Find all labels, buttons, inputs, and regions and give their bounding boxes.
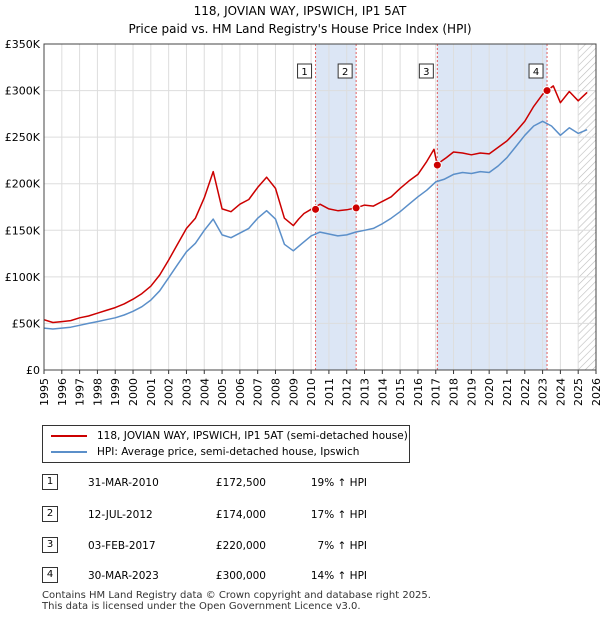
transaction-badge-label: 1	[301, 67, 307, 78]
x-tick-label: 2005	[216, 378, 229, 406]
transaction-badge-label: 4	[533, 67, 539, 78]
transaction-number: 4	[42, 567, 58, 583]
transaction-point	[542, 86, 552, 96]
x-tick-label: 2011	[323, 378, 336, 406]
x-tick-label: 1996	[56, 378, 69, 406]
shaded-period	[437, 44, 548, 370]
transaction-badge	[528, 63, 544, 79]
x-tick-label: 2008	[269, 378, 282, 406]
transaction-hpi: 19% ↑ HPI	[310, 477, 367, 489]
y-tick-label: £200K	[5, 178, 41, 191]
transaction-date: 31-MAR-2010	[88, 477, 159, 489]
x-tick-label: 2001	[145, 378, 158, 406]
transaction-price: £300,000	[215, 570, 266, 582]
transaction-badge-label: 2	[342, 67, 348, 78]
transaction-badge-label: 3	[423, 67, 429, 78]
y-tick-label: £150K	[5, 224, 41, 237]
transaction-point	[432, 160, 442, 170]
x-tick-label: 2015	[394, 378, 407, 406]
x-tick-label: 2002	[163, 378, 176, 406]
x-tick-label: 1997	[74, 378, 87, 406]
x-tick-label: 2024	[554, 378, 567, 406]
x-tick-label: 2018	[448, 378, 461, 406]
x-tick-label: 1995	[38, 378, 51, 406]
legend-property-label: 118, JOVIAN WAY, IPSWICH, IP1 5AT (semi-…	[97, 430, 408, 442]
y-tick-label: £350K	[5, 38, 41, 51]
x-tick-label: 2004	[198, 378, 211, 406]
transaction-point	[311, 204, 321, 214]
transaction-hpi: 14% ↑ HPI	[310, 570, 367, 582]
legend-hpi: HPI: Average price, semi-detached house,…	[51, 444, 359, 460]
x-tick-label: 2000	[127, 378, 140, 406]
transaction-badge	[297, 63, 313, 79]
x-tick-label: 2003	[180, 378, 193, 406]
transaction-number: 2	[42, 506, 58, 522]
transaction-number: 3	[42, 537, 58, 553]
x-tick-label: 2019	[465, 378, 478, 406]
x-tick-label: 2026	[590, 378, 600, 406]
x-tick-label: 2007	[252, 378, 265, 406]
transaction-badge	[418, 63, 434, 79]
chart-legend: 118, JOVIAN WAY, IPSWICH, IP1 5AT (semi-…	[42, 425, 410, 463]
x-tick-label: 2020	[483, 378, 496, 406]
transaction-badge	[337, 63, 353, 79]
x-tick-label: 2022	[519, 378, 532, 406]
y-tick-label: £50K	[12, 317, 41, 330]
legend-hpi-label: HPI: Average price, semi-detached house,…	[97, 446, 360, 458]
x-tick-label: 2014	[376, 378, 389, 406]
x-tick-label: 2016	[412, 378, 425, 406]
y-tick-label: £0	[26, 364, 40, 377]
y-tick-label: £250K	[5, 131, 41, 144]
x-tick-label: 1998	[91, 378, 104, 406]
x-tick-label: 2021	[501, 378, 514, 406]
x-tick-label: 2023	[537, 378, 550, 406]
chart-title: 118, JOVIAN WAY, IPSWICH, IP1 5AT	[194, 4, 407, 18]
x-tick-label: 2012	[341, 378, 354, 406]
x-tick-label: 2006	[234, 378, 247, 406]
x-tick-label: 2009	[287, 378, 300, 406]
x-tick-label: 2013	[359, 378, 372, 406]
hpi-line-swatch	[51, 451, 87, 453]
x-tick-label: 2017	[430, 378, 443, 406]
transaction-date: 12-JUL-2012	[88, 509, 153, 521]
property-price-line	[44, 85, 588, 324]
transaction-price: £220,000	[215, 540, 266, 552]
price-chart: 118, JOVIAN WAY, IPSWICH, IP1 5AT Price …	[5, 4, 600, 406]
x-tick-label: 1999	[109, 378, 122, 406]
x-tick-label: 2010	[305, 378, 318, 406]
y-tick-label: £300K	[5, 85, 41, 98]
chart-subtitle: Price paid vs. HM Land Registry's House …	[128, 22, 471, 36]
transaction-date: 03-FEB-2017	[88, 540, 156, 552]
shaded-period	[315, 44, 357, 370]
forecast-hatch	[578, 44, 596, 370]
y-tick-label: £100K	[5, 271, 41, 284]
transaction-hpi: 17% ↑ HPI	[310, 509, 367, 521]
transaction-hpi: 7% ↑ HPI	[317, 540, 367, 552]
property-line-swatch	[51, 435, 87, 437]
transaction-point	[351, 203, 361, 213]
transaction-date: 30-MAR-2023	[88, 570, 159, 582]
transaction-price: £174,000	[215, 509, 266, 521]
x-tick-label: 2025	[572, 378, 585, 406]
hpi-line	[44, 120, 588, 330]
footer-attribution: Contains HM Land Registry data © Crown c…	[42, 590, 431, 612]
transaction-number: 1	[42, 474, 58, 490]
plot-border	[43, 43, 597, 371]
transaction-price: £172,500	[215, 477, 266, 489]
legend-property: 118, JOVIAN WAY, IPSWICH, IP1 5AT (semi-…	[51, 428, 408, 444]
